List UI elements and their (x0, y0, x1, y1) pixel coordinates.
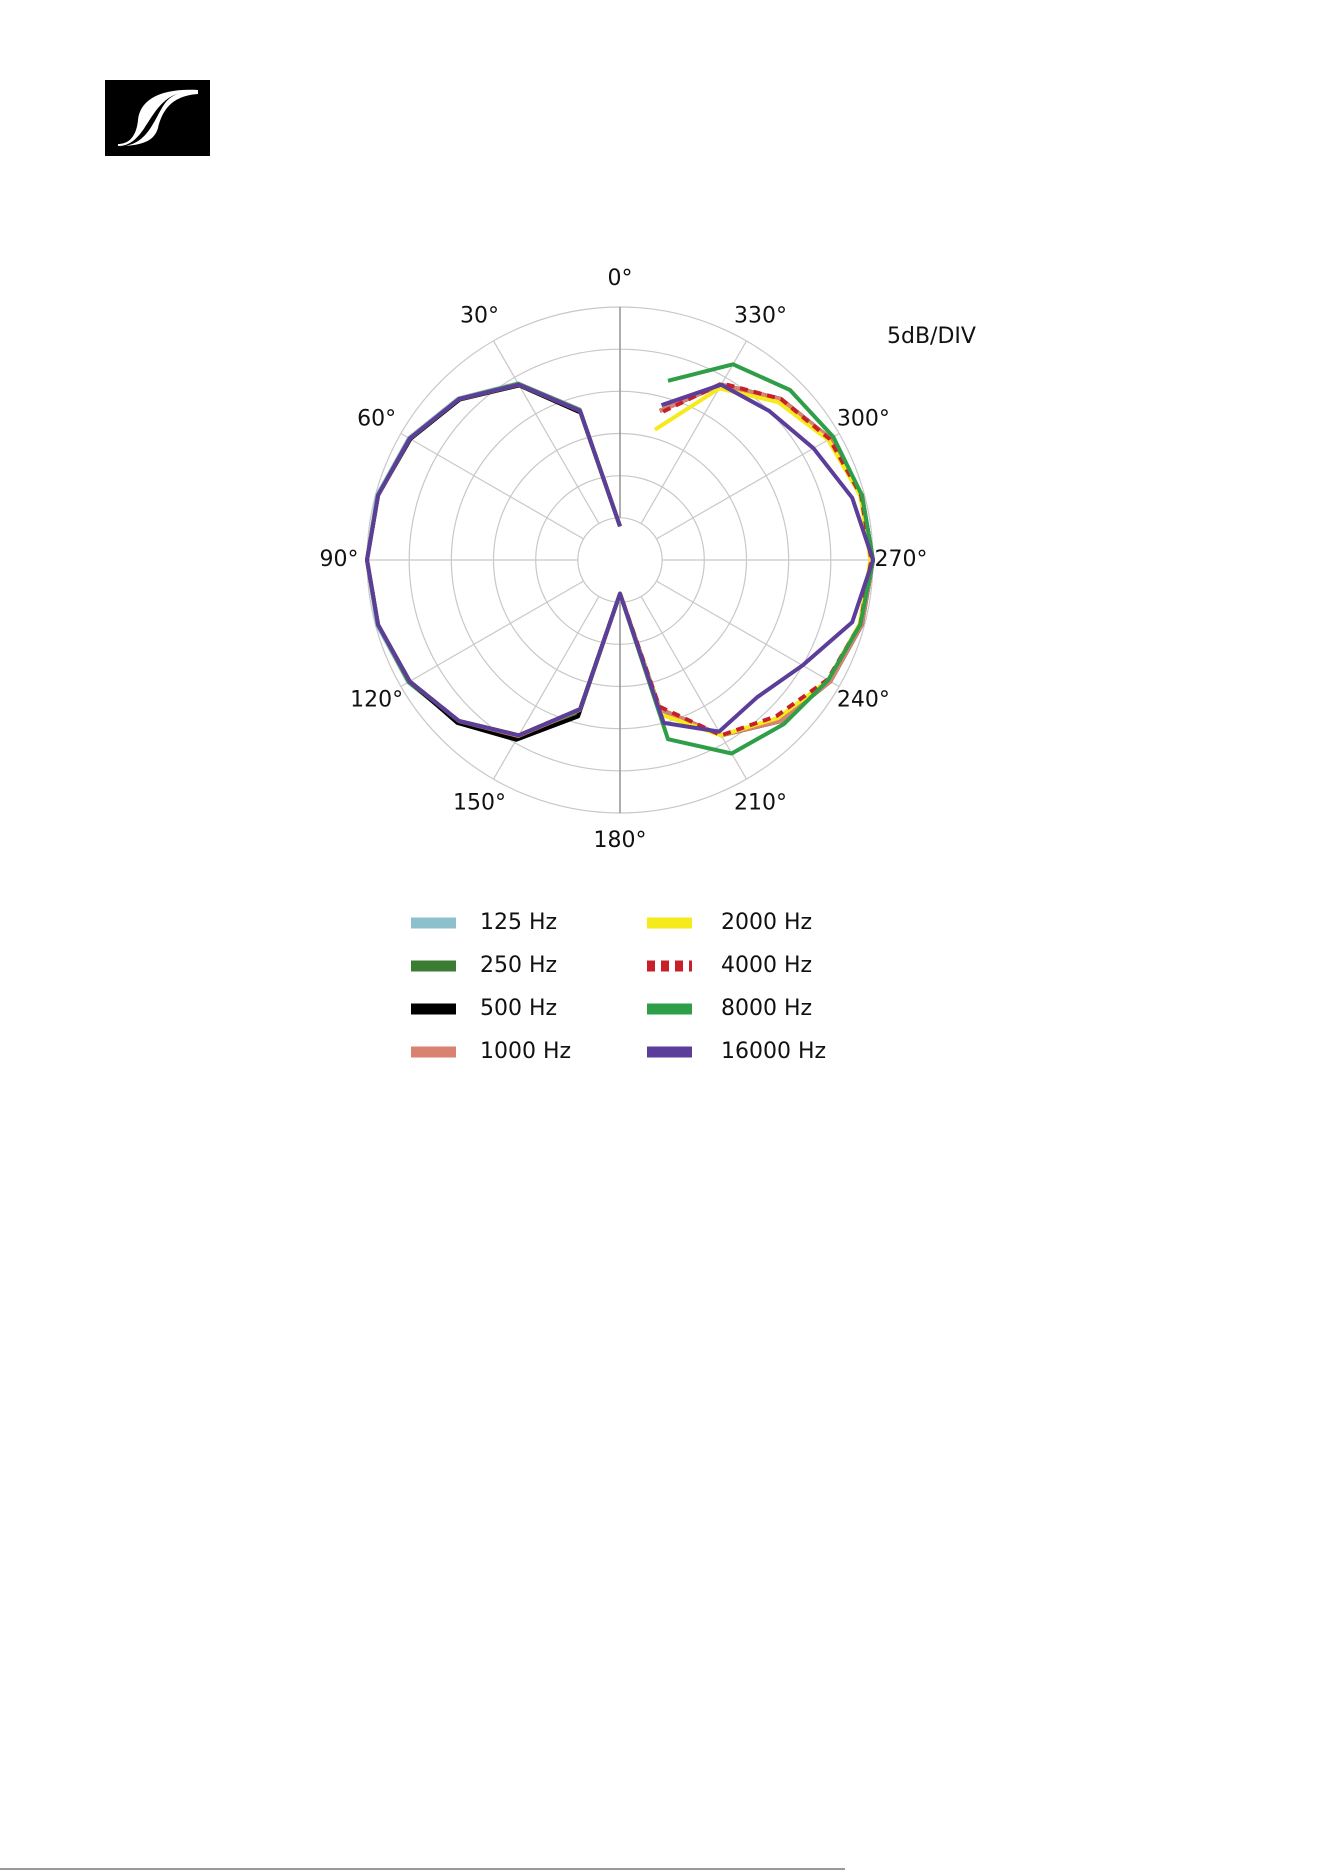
series-line (365, 381, 874, 738)
angle-label: 150° (453, 790, 506, 815)
annotation: 5dB/DIV (887, 324, 976, 349)
grid-spoke (400, 432, 584, 540)
logo-mark (118, 90, 198, 147)
legend-label: 1000 Hz (480, 1039, 571, 1064)
logo-mark (118, 89, 198, 146)
angle-label: 330° (734, 304, 787, 329)
angle-label: 30° (460, 304, 499, 329)
series-line (365, 382, 875, 738)
grid-spoke (492, 340, 600, 524)
logo (105, 80, 210, 156)
angle-label: 90° (320, 547, 359, 572)
angle-label: 240° (837, 688, 890, 713)
angle-label: 120° (350, 688, 403, 713)
angle-label: 0° (608, 266, 633, 291)
angle-label: 300° (837, 407, 890, 432)
angle-label: 270° (875, 547, 928, 572)
grid-spoke (492, 596, 600, 780)
angle-label: 210° (734, 790, 787, 815)
legend-label: 4000 Hz (721, 953, 812, 978)
legend-label: 16000 Hz (721, 1039, 826, 1064)
legend-label: 250 Hz (480, 953, 557, 978)
grid-spoke (400, 580, 584, 688)
grid-spoke (656, 432, 840, 540)
legend-label: 125 Hz (480, 910, 557, 935)
grid-ring (577, 517, 663, 603)
angle-label: 60° (357, 407, 396, 432)
legend-label: 2000 Hz (721, 910, 812, 935)
grid-spoke (640, 340, 748, 524)
legend-label: 8000 Hz (721, 996, 812, 1021)
angle-label: 180° (594, 828, 647, 853)
grid-spoke (656, 580, 840, 688)
grid-spoke (640, 596, 748, 780)
legend-label: 500 Hz (480, 996, 557, 1021)
